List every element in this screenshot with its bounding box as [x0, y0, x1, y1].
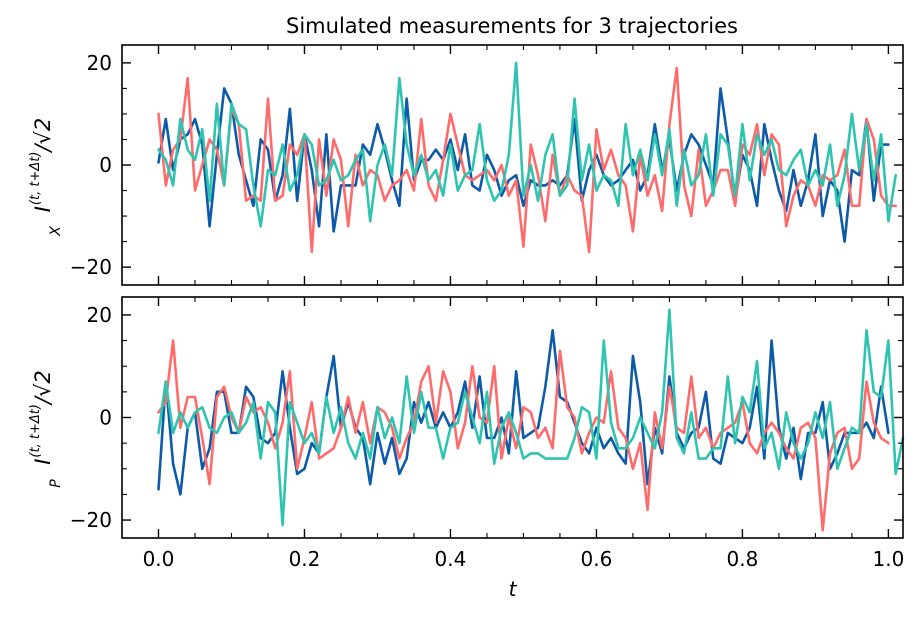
y-axis-label: I(t, t+Δt)/√2 [28, 370, 55, 465]
series-line-2 [157, 339, 890, 532]
series-line-1 [157, 329, 890, 496]
x-tick-label: 0.6 [581, 547, 613, 571]
x-axis-label: t [509, 577, 518, 601]
x-tick-label: 0.2 [289, 547, 321, 571]
y-tick-label: 0 [99, 406, 112, 430]
y-tick-label: 20 [87, 51, 112, 75]
panel-2: 0.0 0.2 0.4 0.6 0.8 1.0 −20 0 20 I(t, t+Δt)/√2 Pt [28, 296, 905, 601]
x-tick-label: 0.4 [435, 547, 467, 571]
y-tick-label: 0 [99, 153, 112, 177]
series-line-3 [157, 308, 905, 527]
y-tick-label: 20 [87, 303, 112, 327]
y-axis-label-subscript: X [48, 226, 64, 237]
series-line-1 [157, 87, 890, 243]
y-axis-label-subscript: P [48, 479, 64, 488]
x-tick-label: 0.8 [727, 547, 759, 571]
x-tick-label: 1.0 [872, 547, 904, 571]
chart-title: Simulated measurements for 3 trajectorie… [286, 14, 738, 38]
y-tick-label: −20 [70, 508, 112, 532]
series-line-2 [157, 66, 898, 254]
x-tick-label: 0.0 [143, 547, 175, 571]
y-axis-label: I(t, t+Δt)/√2 [28, 118, 55, 213]
series-line-3 [157, 61, 898, 228]
panel-1: −20 0 20 I(t, t+Δt)/√2 X [28, 44, 904, 286]
y-tick-label: −20 [70, 255, 112, 279]
